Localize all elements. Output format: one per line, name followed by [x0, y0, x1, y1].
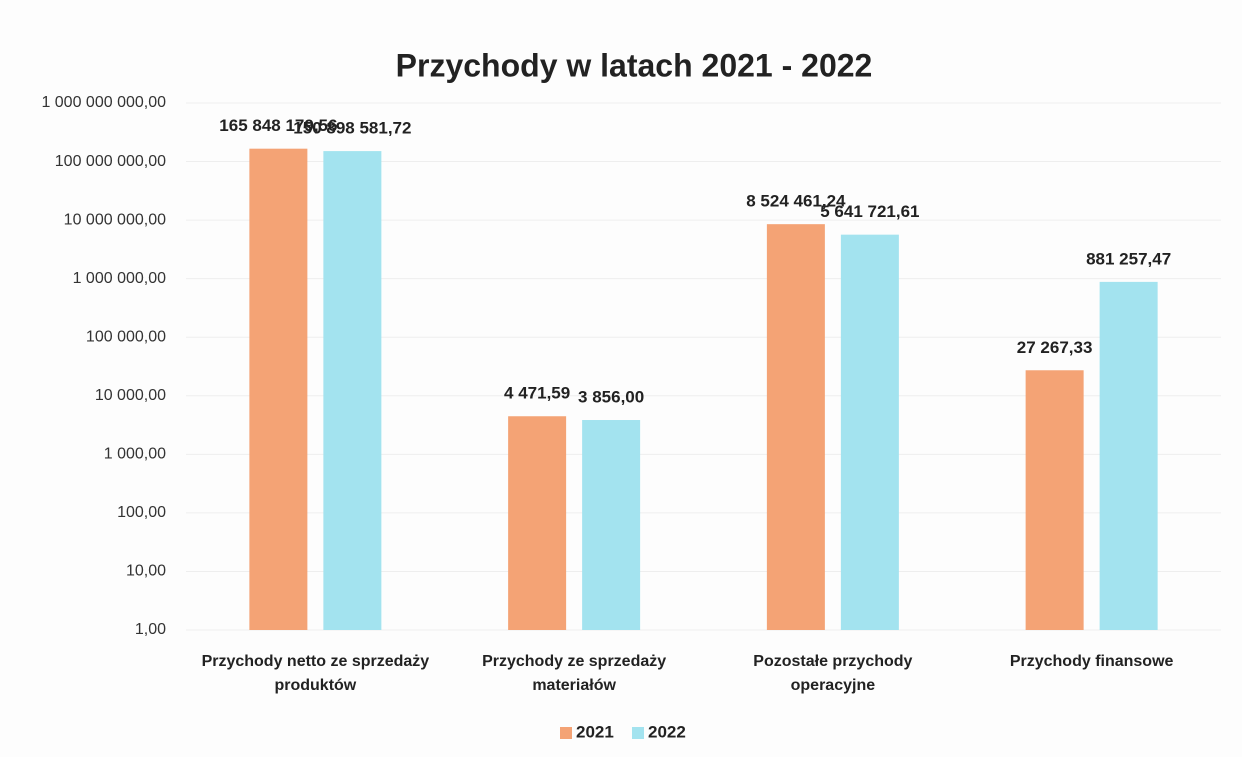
x-tick-label: Pozostałe przychody operacyjne [753, 653, 913, 694]
x-tick-label: Przychody netto ze sprzedaży produktów [201, 653, 430, 694]
legend-label: 2021 [576, 722, 614, 741]
legend-label: 2022 [648, 722, 686, 741]
chart-title: Przychody w latach 2021 - 2022 [396, 47, 873, 83]
y-tick-label: 1 000,00 [104, 446, 166, 463]
data-label: 881 257,47 [1086, 249, 1171, 268]
legend-swatch [632, 727, 644, 739]
y-tick-label: 10,00 [126, 563, 166, 580]
data-label: 5 641 721,61 [820, 202, 919, 221]
x-tick-label: Przychody ze sprzedaży materiałów [482, 653, 667, 694]
bar [840, 234, 899, 630]
y-tick-label: 10 000,00 [95, 387, 166, 404]
legend-swatch [560, 727, 572, 739]
data-label: 3 856,00 [578, 387, 644, 406]
y-tick-label: 100 000,00 [86, 328, 166, 345]
y-tick-label: 1 000 000,00 [73, 270, 167, 287]
y-tick-label: 100,00 [117, 504, 166, 521]
x-tick-label: Przychody finansowe [1009, 653, 1174, 670]
bar [766, 224, 825, 630]
bar [1099, 281, 1158, 630]
data-label: 27 267,33 [1017, 338, 1093, 357]
y-tick-label: 10 000 000,00 [64, 211, 166, 228]
bar [249, 148, 308, 630]
bar [1025, 370, 1084, 630]
y-tick-label: 1,00 [135, 621, 166, 638]
data-label: 165 848 179,56 [219, 116, 337, 135]
data-label: 4 471,59 [504, 384, 570, 403]
bar [508, 416, 567, 630]
bar [582, 420, 641, 630]
data-label: 150 898 581,72 [293, 119, 411, 138]
bar [323, 151, 382, 631]
data-label: 8 524 461,24 [746, 192, 846, 211]
y-tick-label: 1 000 000 000,00 [41, 94, 166, 111]
y-tick-label: 100 000 000,00 [55, 153, 166, 170]
